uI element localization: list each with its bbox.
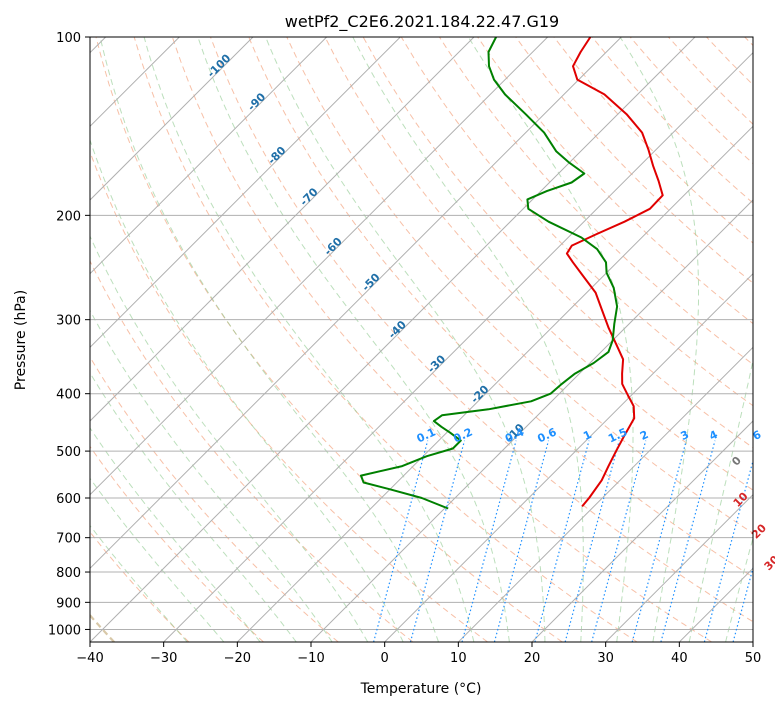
profile-series <box>360 37 664 510</box>
isotherm-line <box>163 51 753 642</box>
moist-adiabat <box>90 138 404 642</box>
dry-adiabat <box>90 445 264 642</box>
mixing-ratio-line <box>660 440 716 642</box>
x-tick-label: −20 <box>224 651 251 666</box>
moist-adiabat <box>90 371 297 642</box>
y-tick-label: 200 <box>56 209 81 224</box>
y-tick-label: 600 <box>56 492 81 507</box>
mixing-ratio-line <box>461 440 517 642</box>
dry-adiabat <box>171 37 712 642</box>
isotherm-line <box>90 37 328 275</box>
isotherm-line <box>236 125 753 642</box>
dry-adiabat <box>210 37 753 623</box>
isotherm-line <box>90 37 696 642</box>
x-tick-label: 10 <box>450 651 467 666</box>
y-axis-ticks: 100 200 300 400 500 600 700 800 900 1000 <box>48 31 90 638</box>
x-axis-ticks: −40 −30 −20 −10 0 10 20 30 40 50 <box>76 642 761 666</box>
moist-adiabat <box>90 477 225 642</box>
x-tick-label: −30 <box>150 651 177 666</box>
dewpoint-profile-line <box>360 37 619 510</box>
mixing-ratio-line <box>564 440 620 642</box>
moist-adiabat <box>467 37 634 642</box>
x-tick-label: 50 <box>745 651 762 666</box>
mixing-ratio-line <box>703 458 753 642</box>
dry-adiabat <box>286 37 753 534</box>
temperature-profile-line <box>565 37 664 508</box>
moist-adiabat <box>619 37 699 642</box>
moist-adiabat <box>90 235 369 642</box>
chart-title: wetPf2_C2E6.2021.184.22.47.G19 <box>285 12 559 32</box>
dry-adiabat <box>90 259 414 642</box>
moist-adiabat <box>352 37 584 642</box>
x-tick-label: −10 <box>297 651 324 666</box>
y-tick-label: 100 <box>56 31 81 46</box>
isotherm-line <box>90 37 254 201</box>
x-tick-label: 20 <box>524 651 541 666</box>
mixing-ratio-line <box>373 440 429 642</box>
y-tick-label: 400 <box>56 388 81 403</box>
isotherm-line <box>531 420 753 642</box>
isotherm-line <box>605 493 753 642</box>
moist-adiabat <box>90 309 333 642</box>
dry-adiabat <box>515 37 753 284</box>
moist-adiabat <box>90 427 261 642</box>
y-tick-label: 500 <box>56 445 81 460</box>
moist-adiabat <box>90 524 188 642</box>
moist-adiabat <box>725 536 753 642</box>
x-tick-label: −40 <box>76 651 103 666</box>
y-axis-label: Pressure (hPa) <box>13 290 29 390</box>
x-tick-label: 40 <box>671 651 688 666</box>
x-tick-label: 30 <box>597 651 614 666</box>
y-tick-label: 700 <box>56 532 81 547</box>
moist-adiabat <box>197 37 510 642</box>
isotherm-line <box>457 346 753 642</box>
mixing-ratio-line <box>493 440 550 642</box>
y-tick-label: 800 <box>56 566 81 581</box>
moist-adiabat <box>265 37 546 642</box>
y-tick-label: 900 <box>56 596 81 611</box>
moist-adiabat <box>99 37 439 642</box>
dry-adiabat <box>324 37 753 491</box>
mixing-ratio-line <box>534 440 590 642</box>
dry-adiabat <box>133 37 638 642</box>
moist-adiabat-label: 40 <box>773 584 775 604</box>
x-tick-label: 0 <box>381 651 389 666</box>
plot-frame <box>89 36 754 643</box>
moist-adiabat <box>143 37 475 642</box>
dry-adiabat <box>248 37 753 578</box>
dry-adiabat <box>95 37 563 642</box>
isotherm-line <box>90 37 401 349</box>
dry-adiabat <box>90 356 339 642</box>
mixing-ratio-line <box>631 440 687 642</box>
moist-adiabat <box>688 358 753 642</box>
y-tick-label: 1000 <box>48 623 81 638</box>
y-tick-label: 300 <box>56 314 81 329</box>
isotherm-line <box>90 37 622 570</box>
x-axis-label: Temperature (°C) <box>360 681 482 697</box>
mixing-ratio-line <box>591 440 647 642</box>
isotherm-line <box>384 272 753 642</box>
isotherm-line <box>90 37 475 422</box>
isotherm-line <box>90 37 549 496</box>
mixing-ratio-line <box>409 440 466 642</box>
